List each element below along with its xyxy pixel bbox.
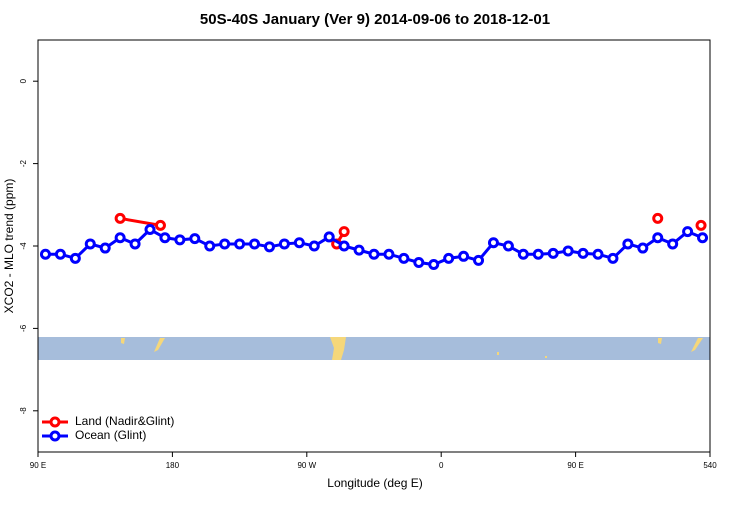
point xyxy=(517,248,529,260)
point xyxy=(204,240,216,252)
x-tick-label: 90 E xyxy=(30,461,46,470)
x-axis-label: Longitude (deg E) xyxy=(327,476,422,490)
x-tick-label: 90 W xyxy=(297,461,316,470)
point xyxy=(189,233,201,245)
point xyxy=(293,237,305,249)
point xyxy=(54,248,66,260)
y-tick-label: -6 xyxy=(19,324,28,332)
point xyxy=(154,219,166,231)
point xyxy=(637,242,649,254)
point xyxy=(697,232,709,244)
point xyxy=(159,232,171,244)
point xyxy=(547,247,559,259)
point xyxy=(667,238,679,250)
point xyxy=(652,232,664,244)
y-tick-label: -2 xyxy=(19,159,28,167)
point xyxy=(129,238,141,250)
legend-label: Land (Nadir&Glint) xyxy=(75,414,174,428)
map-strip xyxy=(38,337,710,360)
y-axis-label: XCO2 - MLO trend (ppm) xyxy=(2,179,16,314)
x-tick-label: 540 xyxy=(703,461,717,470)
y-tick-label: -8 xyxy=(19,407,28,415)
point xyxy=(383,248,395,260)
point xyxy=(562,245,574,257)
point xyxy=(114,232,126,244)
point xyxy=(652,212,664,224)
y-tick-label: -4 xyxy=(19,242,28,250)
point xyxy=(69,252,81,264)
x-tick-label: 0 xyxy=(439,461,444,470)
point xyxy=(532,248,544,260)
legend-label: Ocean (Glint) xyxy=(75,428,146,442)
point xyxy=(413,256,425,268)
point xyxy=(487,237,499,249)
point xyxy=(398,252,410,264)
point xyxy=(338,226,350,238)
point xyxy=(234,238,246,250)
point xyxy=(278,238,290,250)
chart-title: 50S-40S January (Ver 9) 2014-09-06 to 20… xyxy=(200,11,550,28)
point xyxy=(263,241,275,253)
point xyxy=(695,219,707,231)
x-tick-label: 90 E xyxy=(567,461,583,470)
point xyxy=(39,248,51,260)
point xyxy=(607,252,619,264)
point xyxy=(114,212,126,224)
point xyxy=(682,226,694,238)
y-tick-label: 0 xyxy=(19,78,28,83)
point xyxy=(84,238,96,250)
point xyxy=(174,234,186,246)
point xyxy=(443,252,455,264)
legend-marker xyxy=(49,416,61,428)
point xyxy=(323,231,335,243)
point xyxy=(99,242,111,254)
point xyxy=(338,240,350,252)
point xyxy=(219,238,231,250)
point xyxy=(353,244,365,256)
point xyxy=(368,248,380,260)
x-tick-label: 180 xyxy=(166,461,180,470)
point xyxy=(428,259,440,271)
point xyxy=(249,238,261,250)
point xyxy=(577,247,589,259)
point xyxy=(592,248,604,260)
point xyxy=(144,224,156,236)
series-line xyxy=(120,218,701,244)
legend-marker xyxy=(49,430,61,442)
point xyxy=(473,254,485,266)
point xyxy=(502,240,514,252)
point xyxy=(458,250,470,262)
point xyxy=(622,238,634,250)
point xyxy=(308,240,320,252)
